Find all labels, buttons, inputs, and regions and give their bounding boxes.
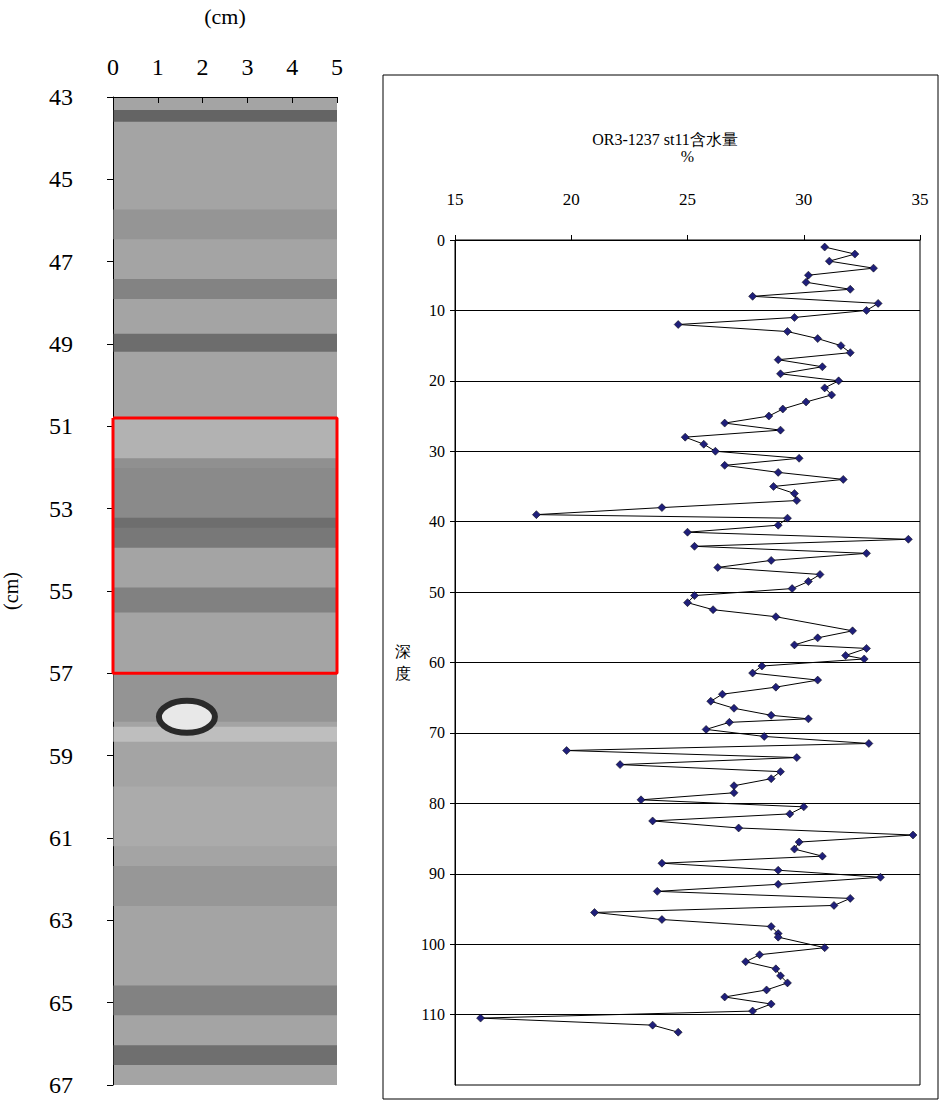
svg-text:25: 25: [679, 190, 696, 209]
svg-text:0: 0: [437, 232, 445, 249]
svg-text:100: 100: [421, 936, 445, 953]
svg-text:45: 45: [49, 166, 73, 192]
svg-text:40: 40: [429, 513, 445, 530]
svg-text:4: 4: [286, 54, 298, 80]
svg-text:%: %: [681, 148, 694, 165]
svg-text:57: 57: [49, 660, 73, 686]
svg-text:90: 90: [429, 865, 445, 882]
svg-text:70: 70: [429, 724, 445, 741]
svg-text:30: 30: [429, 443, 445, 460]
svg-text:53: 53: [49, 496, 73, 522]
svg-text:(cm): (cm): [0, 572, 23, 610]
svg-text:55: 55: [49, 578, 73, 604]
svg-text:10: 10: [429, 302, 445, 319]
svg-text:3: 3: [241, 54, 253, 80]
svg-text:20: 20: [429, 372, 445, 389]
svg-text:67: 67: [49, 1072, 73, 1098]
svg-text:61: 61: [49, 825, 73, 851]
svg-text:30: 30: [795, 190, 812, 209]
svg-text:(cm): (cm): [204, 4, 246, 29]
svg-text:15: 15: [447, 190, 464, 209]
svg-text:2: 2: [197, 54, 209, 80]
svg-text:110: 110: [422, 1006, 445, 1023]
svg-text:59: 59: [49, 743, 73, 769]
svg-text:50: 50: [429, 584, 445, 601]
svg-text:OR3-1237 st11含水量: OR3-1237 st11含水量: [592, 131, 738, 148]
svg-text:49: 49: [49, 331, 73, 357]
svg-text:0: 0: [107, 54, 119, 80]
svg-text:5: 5: [331, 54, 343, 80]
svg-text:51: 51: [49, 413, 73, 439]
svg-text:63: 63: [49, 907, 73, 933]
svg-text:60: 60: [429, 654, 445, 671]
svg-text:度: 度: [395, 665, 411, 682]
svg-text:深: 深: [395, 643, 411, 660]
svg-text:43: 43: [49, 84, 73, 110]
svg-text:65: 65: [49, 990, 73, 1016]
svg-text:47: 47: [49, 249, 73, 275]
svg-text:80: 80: [429, 795, 445, 812]
svg-text:20: 20: [563, 190, 580, 209]
svg-text:35: 35: [912, 190, 929, 209]
svg-text:1: 1: [152, 54, 164, 80]
